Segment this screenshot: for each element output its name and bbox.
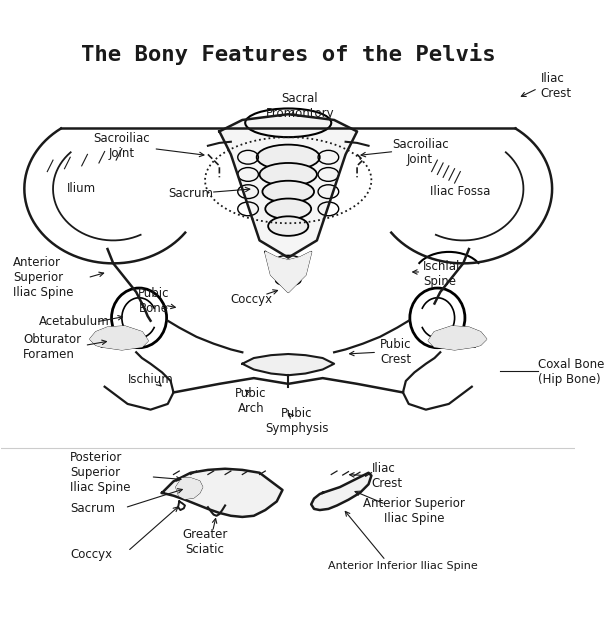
Text: Iliac Fossa: Iliac Fossa (430, 185, 490, 198)
Text: Pubic
Arch: Pubic Arch (235, 387, 267, 415)
Text: Sacral
Promontory: Sacral Promontory (266, 91, 334, 120)
Polygon shape (91, 326, 147, 350)
Text: Ischial
Spine: Ischial Spine (423, 260, 460, 288)
Text: Iliac
Crest: Iliac Crest (540, 72, 572, 100)
Text: The Bony Features of the Pelvis: The Bony Features of the Pelvis (81, 43, 496, 65)
Polygon shape (311, 472, 371, 510)
Text: Pubic
Bone: Pubic Bone (138, 287, 169, 314)
Polygon shape (429, 326, 486, 350)
Polygon shape (242, 354, 334, 375)
Text: Acetabulum: Acetabulum (39, 316, 110, 328)
Ellipse shape (268, 216, 308, 236)
Text: Ischium: Ischium (128, 373, 173, 386)
Text: Ilium: Ilium (67, 182, 96, 195)
Text: Pubic
Symphysis: Pubic Symphysis (265, 407, 329, 435)
Text: Coccyx: Coccyx (70, 548, 113, 561)
Text: Coccyx: Coccyx (230, 293, 272, 306)
Ellipse shape (265, 198, 311, 219)
Polygon shape (176, 479, 202, 498)
Text: Sacrum: Sacrum (70, 502, 115, 515)
Text: Sacroiliac
Joint: Sacroiliac Joint (94, 132, 150, 160)
Polygon shape (162, 469, 283, 517)
Text: Sacroiliac
Joint: Sacroiliac Joint (392, 137, 449, 166)
Text: Pubic
Crest: Pubic Crest (380, 338, 411, 366)
Text: Anterior Superior
Iliac Spine: Anterior Superior Iliac Spine (364, 497, 465, 525)
Polygon shape (219, 114, 357, 258)
Text: Obturator
Foramen: Obturator Foramen (23, 333, 81, 360)
Text: Posterior
Superior
Iliac Spine: Posterior Superior Iliac Spine (70, 451, 131, 495)
Text: Anterior
Superior
Iliac Spine: Anterior Superior Iliac Spine (13, 256, 73, 299)
Text: Coxal Bone
(Hip Bone): Coxal Bone (Hip Bone) (538, 358, 604, 386)
Ellipse shape (256, 145, 320, 170)
Text: Greater
Sciatic: Greater Sciatic (182, 527, 228, 556)
Ellipse shape (263, 181, 314, 203)
Ellipse shape (259, 163, 317, 186)
Text: Sacrum: Sacrum (168, 187, 213, 200)
Text: Anterior Inferior Iliac Spine: Anterior Inferior Iliac Spine (328, 561, 478, 571)
Text: Iliac
Crest: Iliac Crest (371, 462, 403, 490)
Polygon shape (265, 252, 311, 292)
